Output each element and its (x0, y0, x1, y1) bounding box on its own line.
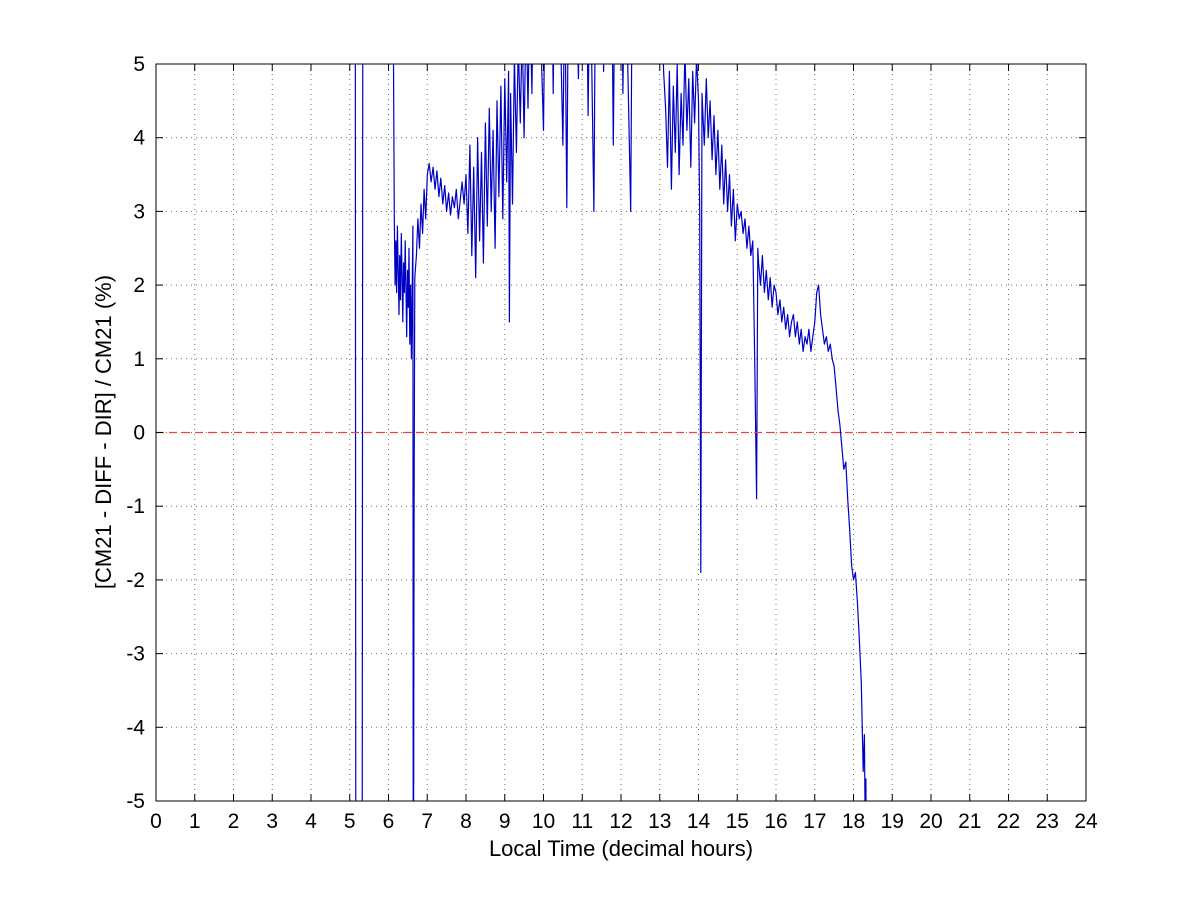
svg-text:12: 12 (609, 810, 632, 833)
svg-text:14: 14 (687, 810, 711, 833)
svg-text:5: 5 (133, 53, 145, 76)
svg-text:3: 3 (133, 200, 145, 223)
svg-text:24: 24 (1074, 810, 1098, 833)
svg-text:21: 21 (958, 810, 981, 833)
svg-text:20: 20 (919, 810, 942, 833)
svg-text:10: 10 (532, 810, 555, 833)
svg-text:1: 1 (133, 348, 145, 371)
svg-text:13: 13 (648, 810, 671, 833)
svg-text:-3: -3 (126, 643, 145, 666)
svg-text:3: 3 (266, 810, 278, 833)
svg-text:4: 4 (305, 810, 317, 833)
svg-text:15: 15 (726, 810, 749, 833)
svg-text:19: 19 (881, 810, 904, 833)
svg-text:0: 0 (133, 422, 145, 445)
svg-text:-5: -5 (126, 790, 145, 813)
svg-text:2: 2 (228, 810, 240, 833)
y-axis-label: [CM21 - DIFF - DIR] / CM21 (%) (91, 274, 116, 590)
y-tick-labels: -5 -4 -3 -2 -1 0 1 2 3 4 5 (126, 53, 145, 813)
svg-text:22: 22 (997, 810, 1020, 833)
svg-text:2: 2 (133, 274, 145, 297)
grid (155, 63, 1087, 802)
svg-text:-2: -2 (126, 569, 145, 592)
svg-text:7: 7 (421, 810, 433, 833)
svg-text:4: 4 (133, 127, 145, 150)
plot-border (155, 63, 1087, 802)
svg-text:1: 1 (189, 810, 201, 833)
svg-text:5: 5 (344, 810, 356, 833)
series-cm21-diff-dir-ratio (354, 64, 867, 801)
svg-text:0: 0 (150, 810, 162, 833)
svg-text:9: 9 (499, 810, 511, 833)
svg-text:18: 18 (842, 810, 865, 833)
svg-text:-4: -4 (126, 716, 145, 739)
x-tick-labels: 0 1 2 3 4 5 6 7 8 9 10 11 12 13 14 15 16 17 18 19 20 21 22 23 24 (150, 810, 1098, 833)
svg-text:11: 11 (571, 810, 593, 833)
svg-text:17: 17 (803, 810, 826, 833)
svg-text:6: 6 (383, 810, 395, 833)
svg-text:8: 8 (460, 810, 472, 833)
svg-text:-1: -1 (126, 495, 145, 518)
svg-text:16: 16 (764, 810, 787, 833)
svg-text:23: 23 (1036, 810, 1059, 833)
x-axis-label: Local Time (decimal hours) (488, 836, 754, 861)
